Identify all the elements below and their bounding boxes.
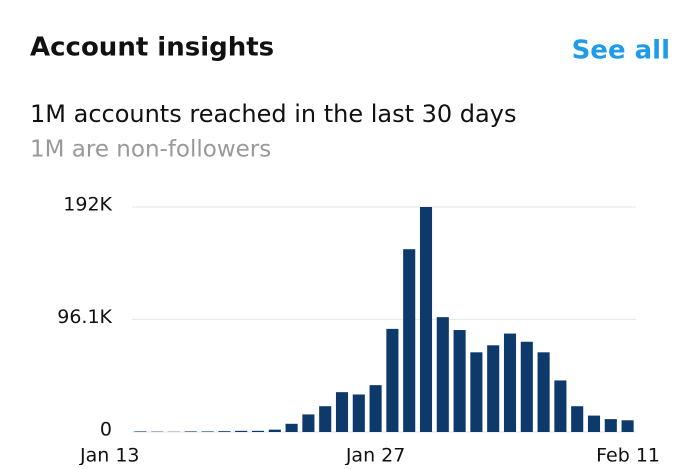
bar	[571, 406, 583, 432]
bar	[319, 406, 331, 432]
bar	[622, 420, 634, 432]
bar	[554, 380, 566, 432]
reach-text: 1M accounts reached in the last 30 days	[30, 100, 516, 128]
bar	[370, 385, 382, 432]
bar	[336, 392, 348, 432]
bar	[470, 352, 482, 432]
bar	[353, 395, 365, 433]
x-tick-label: Jan 13	[79, 445, 140, 466]
bar	[487, 345, 499, 432]
y-tick-label: 0	[100, 419, 112, 441]
bar	[437, 317, 449, 432]
non-followers-text: 1M are non-followers	[30, 137, 271, 163]
bar	[235, 431, 247, 432]
y-tick-label: 96.1K	[57, 306, 112, 328]
x-tick-label: Jan 27	[345, 445, 406, 466]
card-title: Account insights	[30, 33, 274, 63]
bar	[134, 431, 146, 432]
bar	[269, 430, 281, 432]
x-tick-label: Feb 11	[596, 445, 660, 466]
bar	[605, 419, 617, 432]
bar	[420, 207, 432, 432]
bar	[302, 414, 314, 432]
bar	[202, 431, 214, 432]
bar	[521, 342, 533, 432]
bar	[504, 334, 516, 432]
bar	[454, 330, 466, 432]
bar	[386, 329, 398, 432]
bar	[403, 249, 415, 432]
bar	[286, 424, 298, 432]
bar	[218, 431, 230, 432]
see-all-link[interactable]: See all	[572, 36, 670, 66]
bar	[252, 431, 264, 432]
bar	[185, 431, 197, 432]
bar	[588, 416, 600, 432]
y-tick-label: 192K	[63, 194, 112, 216]
bar	[538, 352, 550, 432]
